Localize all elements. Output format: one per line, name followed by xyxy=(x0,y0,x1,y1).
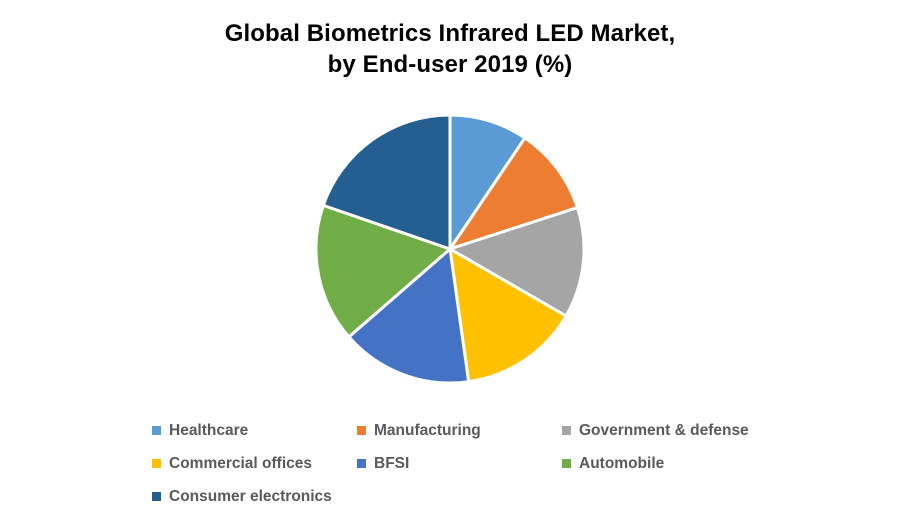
legend-swatch-icon xyxy=(152,492,161,501)
legend-item[interactable]: Consumer electronics xyxy=(152,480,357,513)
legend-item[interactable]: Automobile xyxy=(562,447,792,480)
legend-item-label: Healthcare xyxy=(169,422,249,439)
legend-swatch-icon xyxy=(357,426,366,435)
legend-item-label: Consumer electronics xyxy=(169,488,332,505)
legend-item[interactable]: Government & defense xyxy=(562,414,792,447)
pie-slice[interactable] xyxy=(321,113,452,251)
chart-legend: Healthcare Manufacturing Government & defe… xyxy=(152,414,792,513)
legend-swatch-icon xyxy=(152,426,161,435)
pie-plot-area xyxy=(314,113,586,385)
pie-svg xyxy=(314,113,586,385)
legend-swatch-icon xyxy=(562,459,571,468)
legend-swatch-icon xyxy=(357,459,366,468)
pie-slice[interactable] xyxy=(448,136,579,251)
legend-item[interactable]: BFSI xyxy=(357,447,562,480)
legend-item-label: Manufacturing xyxy=(374,422,481,439)
legend-swatch-icon xyxy=(562,426,571,435)
chart-title: Global Biometrics Infrared LED Market, b… xyxy=(0,18,900,80)
legend-item[interactable]: Commercial offices xyxy=(152,447,357,480)
pie-slice[interactable] xyxy=(448,247,568,384)
legend-swatch-icon xyxy=(152,459,161,468)
pie-slice[interactable] xyxy=(448,206,586,318)
chart-title-line-1: Global Biometrics Infrared LED Market, xyxy=(224,20,676,47)
legend-item[interactable]: Healthcare xyxy=(152,414,357,447)
pie-slice[interactable] xyxy=(347,247,471,385)
legend-item[interactable]: Manufacturing xyxy=(357,414,562,447)
legend-item-label: Government & defense xyxy=(579,422,749,439)
legend-row: Consumer electronics xyxy=(152,480,792,513)
chart-title-line-2: by End-user 2019 (%) xyxy=(327,51,573,78)
legend-row: Commercial offices BFSI Automobile xyxy=(152,447,792,480)
pie-slice[interactable] xyxy=(448,113,527,251)
legend-item-label: Automobile xyxy=(579,455,665,472)
legend-item-label: BFSI xyxy=(374,455,410,472)
legend-item-label: Commercial offices xyxy=(169,455,312,472)
legend-row: Healthcare Manufacturing Government & defe… xyxy=(152,414,792,447)
